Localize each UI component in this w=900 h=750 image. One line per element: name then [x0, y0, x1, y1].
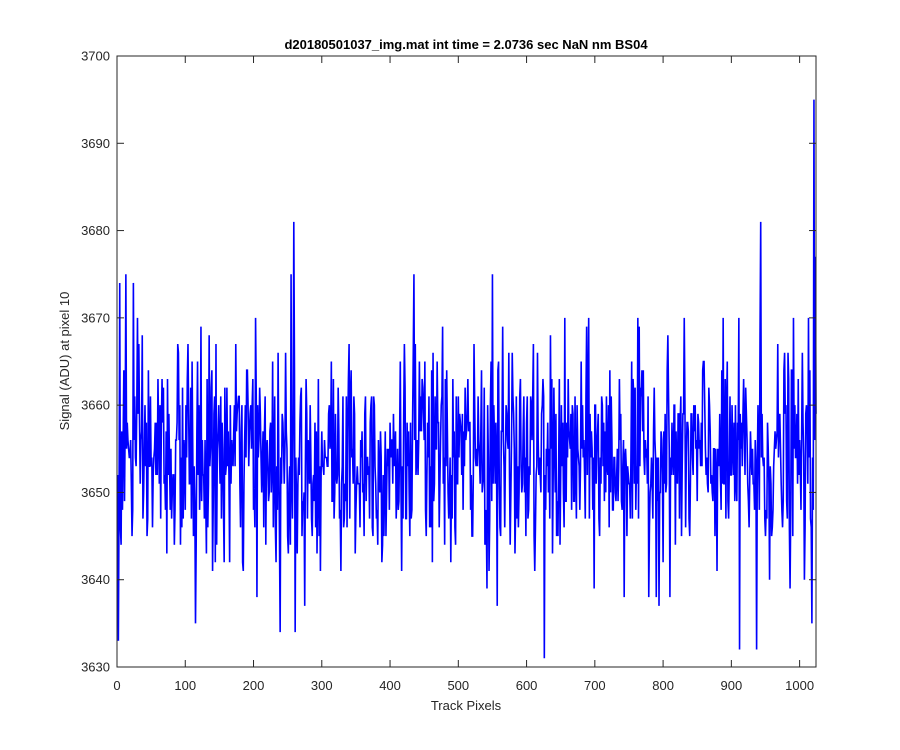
y-tick-label: 3660: [81, 398, 110, 413]
y-axis-label: Signal (ADU) at pixel 10: [57, 292, 72, 431]
x-tick-label: 100: [174, 678, 196, 693]
y-tick-label: 3680: [81, 223, 110, 238]
series-group: [116, 99, 817, 659]
x-tick-label: 1000: [785, 678, 814, 693]
plot-background: [117, 56, 816, 667]
x-tick-label: 200: [243, 678, 265, 693]
x-tick-label: 300: [311, 678, 333, 693]
plot-area: [116, 55, 817, 668]
x-tick-label: 900: [721, 678, 743, 693]
y-tick-label: 3630: [81, 660, 110, 675]
x-tick-label: 500: [447, 678, 469, 693]
x-tick-label: 600: [516, 678, 538, 693]
y-tick-label: 3640: [81, 572, 110, 587]
x-tick-label: 800: [652, 678, 674, 693]
y-tick-label: 3690: [81, 136, 110, 151]
axes-box: [116, 55, 817, 668]
y-axis: 3630 3640 3650 3660 3670 3680 3690 3700: [81, 49, 816, 675]
x-tick-label: 400: [379, 678, 401, 693]
chart-title: d20180501037_img.mat int time = 2.0736 s…: [284, 37, 648, 52]
y-tick-label: 3670: [81, 310, 110, 325]
x-tick-label: 0: [113, 678, 120, 693]
x-axis: 0 100 200 300 400 500 600 700 800 900 1000: [113, 56, 814, 693]
y-tick-label: 3700: [81, 49, 110, 64]
x-axis-label: Track Pixels: [431, 698, 502, 713]
series-line: [116, 99, 817, 659]
y-tick-label: 3650: [81, 485, 110, 500]
x-tick-label: 700: [584, 678, 606, 693]
